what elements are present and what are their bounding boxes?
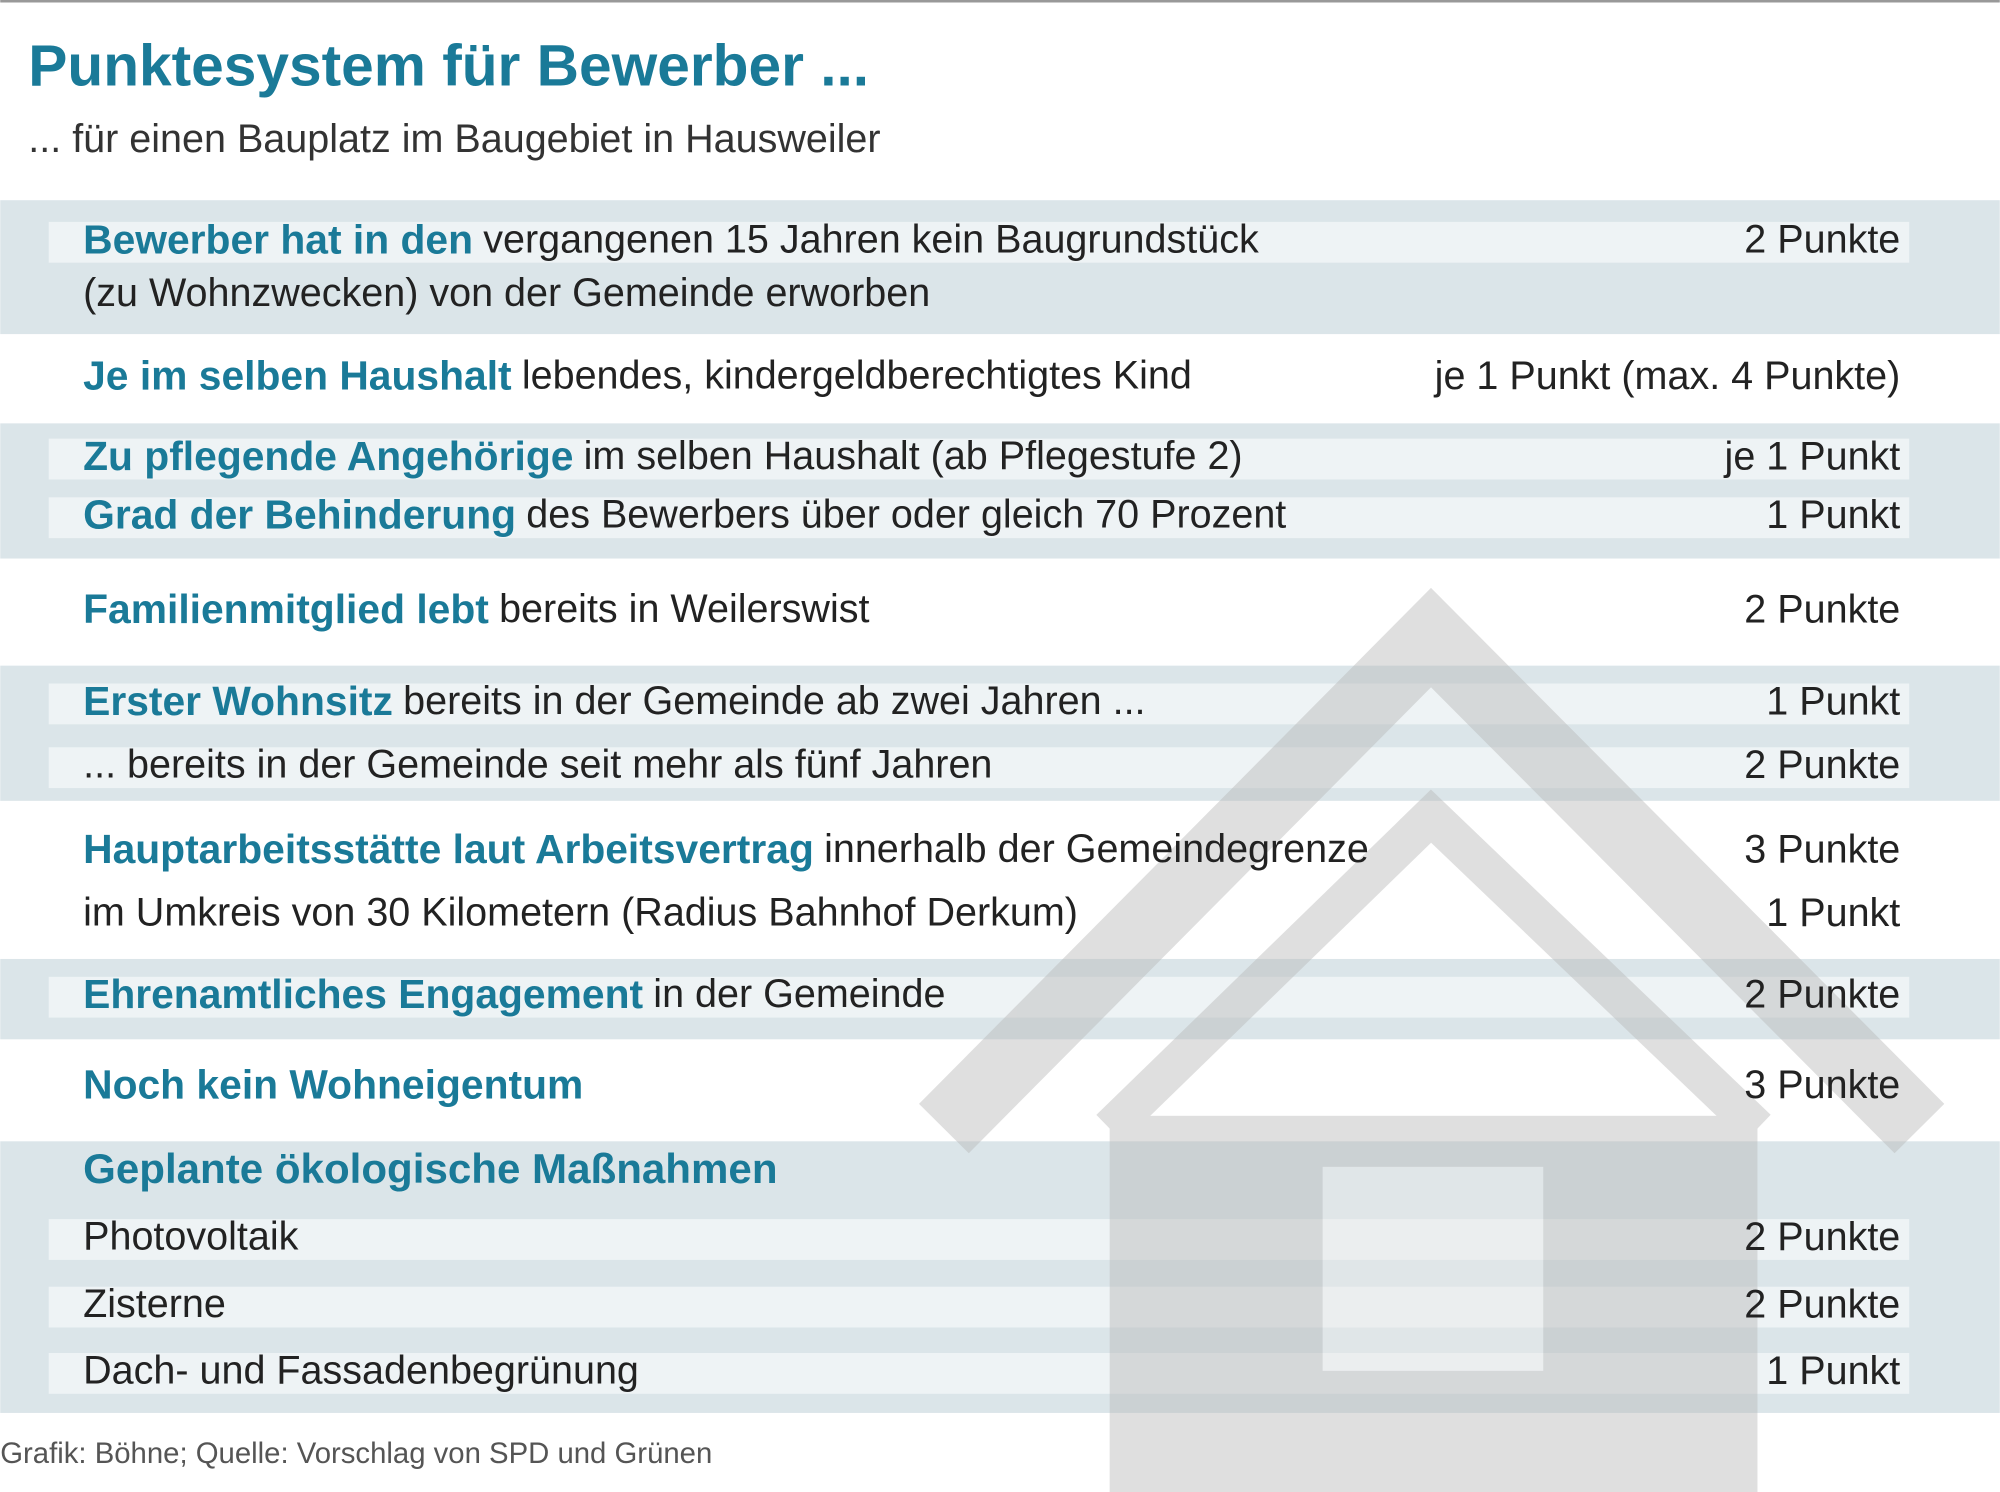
row-text: im Umkreis von 30 Kilometern (Radius Bah… xyxy=(83,891,1078,935)
row-points: 2 Punkte xyxy=(1744,1215,1900,1259)
row-highlight: Grad der Behinderung xyxy=(83,492,516,538)
line-strip xyxy=(48,976,1910,1018)
row-text: Zisterne xyxy=(83,1283,226,1327)
row-description: des Bewerbers über oder gleich 70 Prozen… xyxy=(526,493,1286,537)
row-points: 3 Punkte xyxy=(1744,1063,1900,1107)
row-points: 3 Punkte xyxy=(1744,827,1900,871)
footer-source: Grafik: Böhne; Quelle: Vorschlag von SPD… xyxy=(0,1437,712,1470)
row-points: je 1 Punkt (max. 4 Punkte) xyxy=(1434,354,1901,398)
house-window xyxy=(1322,1166,1544,1371)
row-highlight: Erster Wohnsitz xyxy=(83,678,393,724)
row-description: im Umkreis von 30 Kilometern (Radius Bah… xyxy=(83,891,1078,935)
row-highlight: Bewerber hat in den xyxy=(83,216,473,262)
row-points: je 1 Punkt xyxy=(1724,435,1901,479)
row-highlight: Je im selben Haushalt xyxy=(83,353,512,399)
house-roof xyxy=(918,587,1945,1154)
house-body xyxy=(1109,1115,1758,1492)
line-strip xyxy=(48,747,1910,789)
row-points: 1 Punkt xyxy=(1766,493,1900,537)
row-description: lebendes, kindergeldberechtigtes Kind xyxy=(522,354,1192,398)
row-bands xyxy=(0,200,2000,1413)
line-strip xyxy=(48,221,1910,263)
row-points: 2 Punkte xyxy=(1744,743,1900,787)
row-text: Grad der Behinderung des Bewerbers über o… xyxy=(83,492,1286,538)
title: Punktesystem für Bewerber ... xyxy=(28,34,869,99)
row-text: Zu pflegende Angehörige im selben Haushal… xyxy=(83,433,1242,479)
row-description: in der Gemeinde xyxy=(653,973,945,1017)
row-description: innerhalb der Gemeindegrenze xyxy=(824,827,1369,871)
line-strip xyxy=(48,683,1910,725)
row-highlight: Familienmitglied lebt xyxy=(83,586,489,632)
row-description: bereits in Weilerswist xyxy=(499,588,869,632)
row-text: Familienmitglied lebt bereits in Weilersw… xyxy=(83,586,869,632)
row-text: Hauptarbeitsstätte laut Arbeitsvertrag in… xyxy=(83,826,1369,872)
rows: Bewerber hat in den vergangenen 15 Jahren… xyxy=(83,216,1900,1393)
line-strip xyxy=(48,438,1910,480)
row-text: Geplante ökologische Maßnahmen xyxy=(83,1145,777,1192)
row-description: ... bereits in der Gemeinde seit mehr al… xyxy=(83,743,992,787)
row-points: 1 Punkt xyxy=(1766,1349,1900,1393)
row-description: vergangenen 15 Jahren kein Baugrundstück xyxy=(483,218,1259,262)
row-text: Noch kein Wohneigentum xyxy=(83,1062,583,1108)
row-highlight: Zu pflegende Angehörige xyxy=(83,433,573,479)
row-description: (zu Wohnzwecken) von der Gemeinde erworb… xyxy=(83,271,930,315)
row-description: Zisterne xyxy=(83,1283,226,1327)
row-text: Bewerber hat in den vergangenen 15 Jahren… xyxy=(83,216,1259,262)
row-text: (zu Wohnzwecken) von der Gemeinde erworb… xyxy=(83,271,930,315)
row-highlight: Hauptarbeitsstätte laut Arbeitsvertrag xyxy=(83,826,814,872)
row-points: 1 Punkt xyxy=(1766,891,1900,935)
row-points: 2 Punkte xyxy=(1744,1283,1900,1327)
row-points: 2 Punkte xyxy=(1744,973,1900,1017)
row-text: ... bereits in der Gemeinde seit mehr al… xyxy=(83,743,992,787)
row-text: Je im selben Haushalt lebendes, kindergel… xyxy=(83,353,1192,399)
subtitle: ... für einen Bauplatz im Baugebiet in H… xyxy=(28,117,880,161)
line-strip xyxy=(48,497,1910,539)
row-highlight: Geplante ökologische Maßnahmen xyxy=(83,1145,777,1192)
row-description: Photovoltaik xyxy=(83,1215,299,1259)
house-illustration xyxy=(918,587,1945,1492)
row-text: Photovoltaik xyxy=(83,1215,299,1259)
row-highlight: Noch kein Wohneigentum xyxy=(83,1062,583,1108)
row-description: bereits in der Gemeinde ab zwei Jahren .… xyxy=(403,679,1145,723)
row-description: Dach- und Fassadenbegrünung xyxy=(83,1349,639,1393)
row-text: Erster Wohnsitz bereits in der Gemeinde a… xyxy=(83,678,1145,724)
row-points: 2 Punkte xyxy=(1744,218,1900,262)
row-points: 1 Punkt xyxy=(1766,679,1900,723)
row-text: Ehrenamtliches Engagement in der Gemeinde xyxy=(83,971,945,1017)
row-description: im selben Haushalt (ab Pflegestufe 2) xyxy=(584,435,1243,479)
row-points: 2 Punkte xyxy=(1744,588,1900,632)
line-strip xyxy=(48,1219,1910,1260)
row-text: Dach- und Fassadenbegrünung xyxy=(83,1349,639,1393)
line-strip xyxy=(48,1286,1910,1328)
row-highlight: Ehrenamtliches Engagement xyxy=(83,971,643,1017)
house-roof-inner xyxy=(1096,789,1771,1143)
line-strip xyxy=(48,1353,1910,1394)
